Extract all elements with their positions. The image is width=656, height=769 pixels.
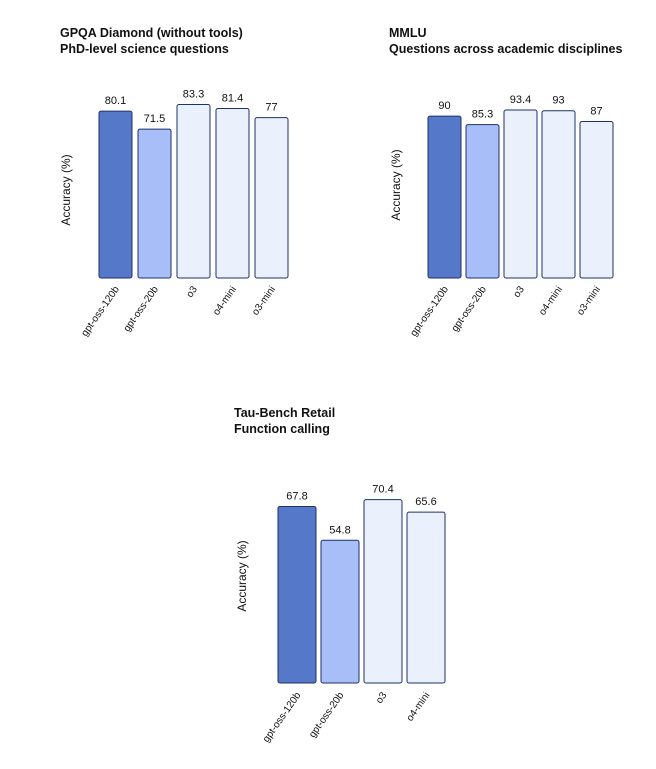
bar-chart-gpqa: Accuracy (%) 80.1 gpt-oss-120b 71.5 gpt-oss-… xyxy=(59,88,289,339)
bar-value-label: 80.1 xyxy=(105,95,126,107)
chart-subtitle: Function calling xyxy=(234,422,330,436)
bar-chart-mmlu: Accuracy (%) 90 gpt-oss-120b 85.3 gpt-oss-20… xyxy=(389,94,614,339)
x-tick-label: o3-mini xyxy=(250,284,278,317)
bar-value-label: 83.3 xyxy=(183,88,204,100)
bar-o3-mini xyxy=(579,121,614,279)
bar-o3 xyxy=(503,109,538,279)
y-axis-label: Accuracy (%) xyxy=(389,149,403,220)
x-tick-label: gpt-oss-20b xyxy=(450,284,490,334)
bar-gpt-oss-20b xyxy=(137,128,172,279)
bar-value-label: 71.5 xyxy=(144,113,165,125)
chart-subtitle: PhD-level science questions xyxy=(60,42,229,56)
bar-value-label: 54.8 xyxy=(329,524,350,536)
chart-title: MMLU Questions across academic disciplin… xyxy=(389,25,622,57)
bar-gpt-oss-120b xyxy=(277,505,317,684)
x-tick-label: gpt-oss-20b xyxy=(307,690,347,740)
chart-tau-bench-retail: Tau-Bench Retail Function calling Accura… xyxy=(0,380,656,769)
x-tick-label: o4-mini xyxy=(405,690,433,723)
bar-value-label: 70.4 xyxy=(372,484,393,496)
chart-title: GPQA Diamond (without tools) PhD-level s… xyxy=(60,25,243,57)
bar-value-label: 67.8 xyxy=(286,490,307,502)
x-tick-label: o3 xyxy=(185,284,201,300)
bar-o3-mini xyxy=(254,117,289,279)
x-tick-label: o3 xyxy=(512,284,528,300)
bar-value-label: 77 xyxy=(265,102,277,114)
y-axis-label: Accuracy (%) xyxy=(59,154,73,225)
chart-title: Tau-Bench Retail Function calling xyxy=(234,405,335,437)
bar-value-label: 93.4 xyxy=(510,94,531,106)
bar-gpt-oss-120b xyxy=(427,115,462,279)
bar-value-label: 90 xyxy=(438,100,450,112)
chart-title-main: MMLU xyxy=(389,26,427,40)
x-tick-label: o3 xyxy=(374,690,390,706)
x-tick-label: o3-mini xyxy=(575,284,603,317)
bar-chart-tau-bench: Accuracy (%) 67.8 gpt-oss-120b 54.8 gpt-oss-… xyxy=(235,484,446,745)
chart-title-main: Tau-Bench Retail xyxy=(234,406,336,420)
chart-gpqa-diamond: GPQA Diamond (without tools) PhD-level s… xyxy=(0,0,330,360)
x-tick-label: o4-mini xyxy=(537,284,565,317)
y-axis-label: Accuracy (%) xyxy=(235,540,249,611)
bar-value-label: 93 xyxy=(552,95,564,107)
chart-subtitle: Questions across academic disciplines xyxy=(389,42,623,56)
bar-o4-mini xyxy=(541,110,576,279)
chart-title-main: GPQA Diamond (without tools) xyxy=(60,26,243,40)
bar-o4-mini xyxy=(215,107,250,279)
x-tick-label: o4-mini xyxy=(211,284,239,317)
bar-gpt-oss-120b xyxy=(98,110,133,279)
bar-value-label: 81.4 xyxy=(222,92,243,104)
bar-gpt-oss-20b xyxy=(320,539,360,684)
bar-o3 xyxy=(176,103,211,279)
bar-value-label: 87 xyxy=(590,106,602,118)
bar-o4-mini xyxy=(406,511,446,684)
bar-o3 xyxy=(363,499,403,684)
x-tick-label: gpt-oss-20b xyxy=(122,284,162,334)
x-tick-label: gpt-oss-120b xyxy=(79,284,122,338)
chart-mmlu: MMLU Questions across academic disciplin… xyxy=(330,0,656,360)
x-tick-label: gpt-oss-120b xyxy=(408,284,451,338)
bar-value-label: 85.3 xyxy=(472,109,493,121)
x-tick-label: gpt-oss-120b xyxy=(261,690,304,744)
bar-value-label: 65.6 xyxy=(415,496,436,508)
bar-gpt-oss-20b xyxy=(465,124,500,279)
